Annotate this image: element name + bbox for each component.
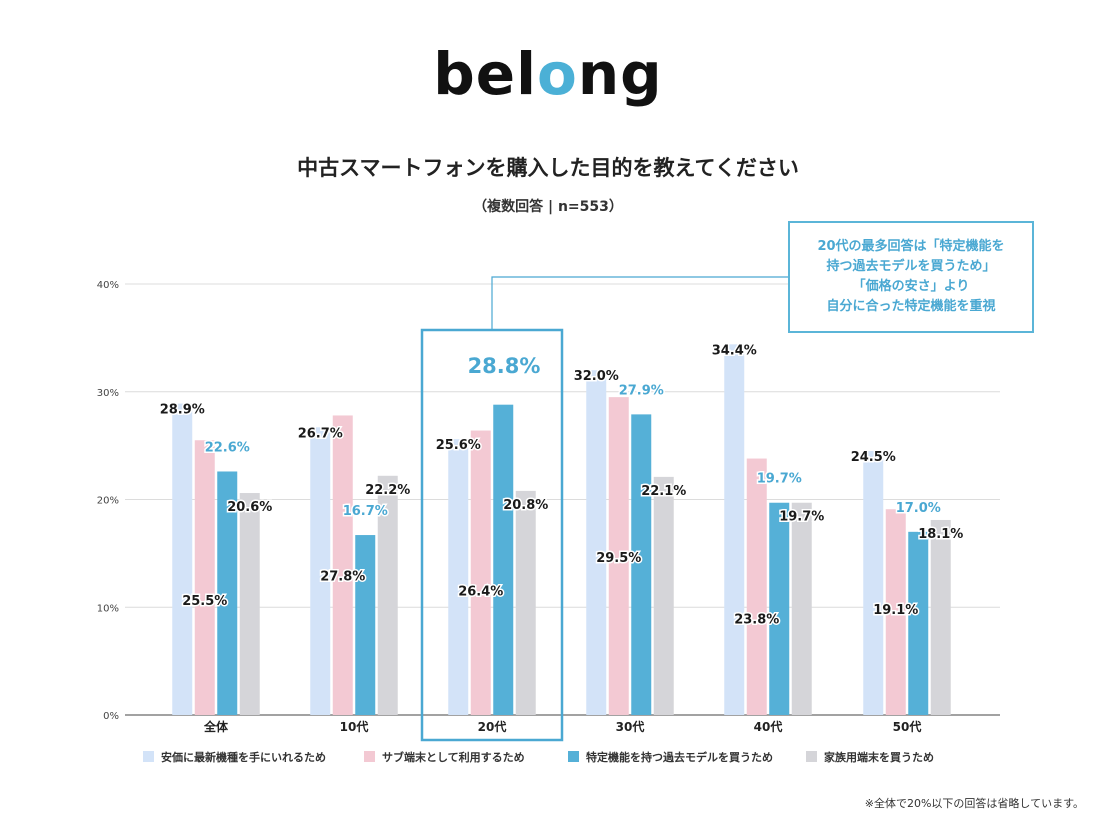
x-tick-label: 30代 [616,719,645,734]
logo-text-3: ng [577,40,663,108]
data-label: 27.8% [320,569,365,584]
data-label: 25.5% [182,594,227,609]
x-tick-label: 10代 [340,719,369,734]
data-label: 23.8% [734,613,779,628]
bar [908,531,929,715]
data-label: 20.6% [227,500,272,515]
bar [194,440,215,715]
data-label: 16.7% [343,504,388,519]
callout-line: 20代の最多回答は「特定機能を [817,239,1005,254]
bar [724,344,745,715]
bar [586,370,607,715]
callout-line: 自分に合った特定機能を重視 [826,299,996,314]
bar [332,415,353,715]
data-label: 22.1% [641,484,686,499]
callout-box: 20代の最多回答は「特定機能を 持つ過去モデルを買うため」 「価格の安さ」より … [788,221,1034,333]
logo-text-1: bel [433,40,538,108]
data-label: 22.2% [365,483,410,498]
bar [172,403,193,715]
brand-logo: belong [0,40,1096,108]
bar [608,397,629,715]
bar [493,404,514,715]
x-tick-label: 40代 [754,719,783,734]
bar [769,502,790,715]
logo-text-2: o [537,40,578,108]
legend-swatch [568,751,579,762]
legend-label: 家族用端末を買うため [824,750,934,764]
bar [217,471,238,715]
data-label: 22.6% [205,440,250,455]
footnote: ※全体で20%以下の回答は省略しています。 [864,797,1084,810]
y-tick-label: 30% [97,388,119,399]
callout-line: 持つ過去モデルを買うため」 [826,259,996,274]
data-label: 27.9% [619,383,664,398]
data-label: 19.7% [757,472,802,487]
callout-line: 「価格の安さ」より [852,279,970,294]
bar [930,519,951,715]
data-label: 26.7% [298,426,343,441]
bar [355,535,376,715]
chart-subtitle: （複数回答 | n=553） [473,199,623,215]
x-tick-label: 全体 [203,719,229,734]
bar [310,427,331,715]
y-tick-label: 0% [103,711,119,722]
bar [653,476,674,715]
bar [239,493,260,715]
bar [746,458,767,715]
bar [863,451,884,715]
x-tick-label: 50代 [893,719,922,734]
legend-swatch [364,751,375,762]
data-label: 32.0% [574,369,619,384]
highlight-value-label: 28.8% [468,354,541,378]
bar [885,509,906,715]
data-label: 17.0% [896,501,941,516]
bar [470,430,491,715]
data-label: 19.1% [873,603,918,618]
data-label: 26.4% [458,585,503,600]
x-tick-label: 20代 [478,719,507,734]
y-tick-label: 10% [97,603,119,614]
legend-swatch [806,751,817,762]
bar [448,439,469,715]
callout-connector [491,276,788,330]
data-label: 34.4% [712,343,757,358]
data-label: 19.7% [779,510,824,525]
chart-title: 中古スマートフォンを購入した目的を教えてください [297,156,799,180]
y-tick-label: 40% [97,280,119,291]
legend-label: 安価に最新機種を手にいれるため [161,750,326,764]
bar [631,414,652,715]
bar [791,502,812,715]
bar [515,490,536,715]
legend-label: 特定機能を持つ過去モデルを買うため [586,750,773,764]
data-label: 25.6% [436,438,481,453]
legend-label: サブ端末として利用するため [382,750,525,764]
data-label: 24.5% [851,450,896,465]
data-label: 29.5% [596,551,641,566]
data-label: 18.1% [918,527,963,542]
data-label: 28.9% [160,403,205,418]
legend-swatch [143,751,154,762]
y-tick-label: 20% [97,496,119,507]
data-label: 20.8% [503,498,548,513]
bar [377,475,398,715]
